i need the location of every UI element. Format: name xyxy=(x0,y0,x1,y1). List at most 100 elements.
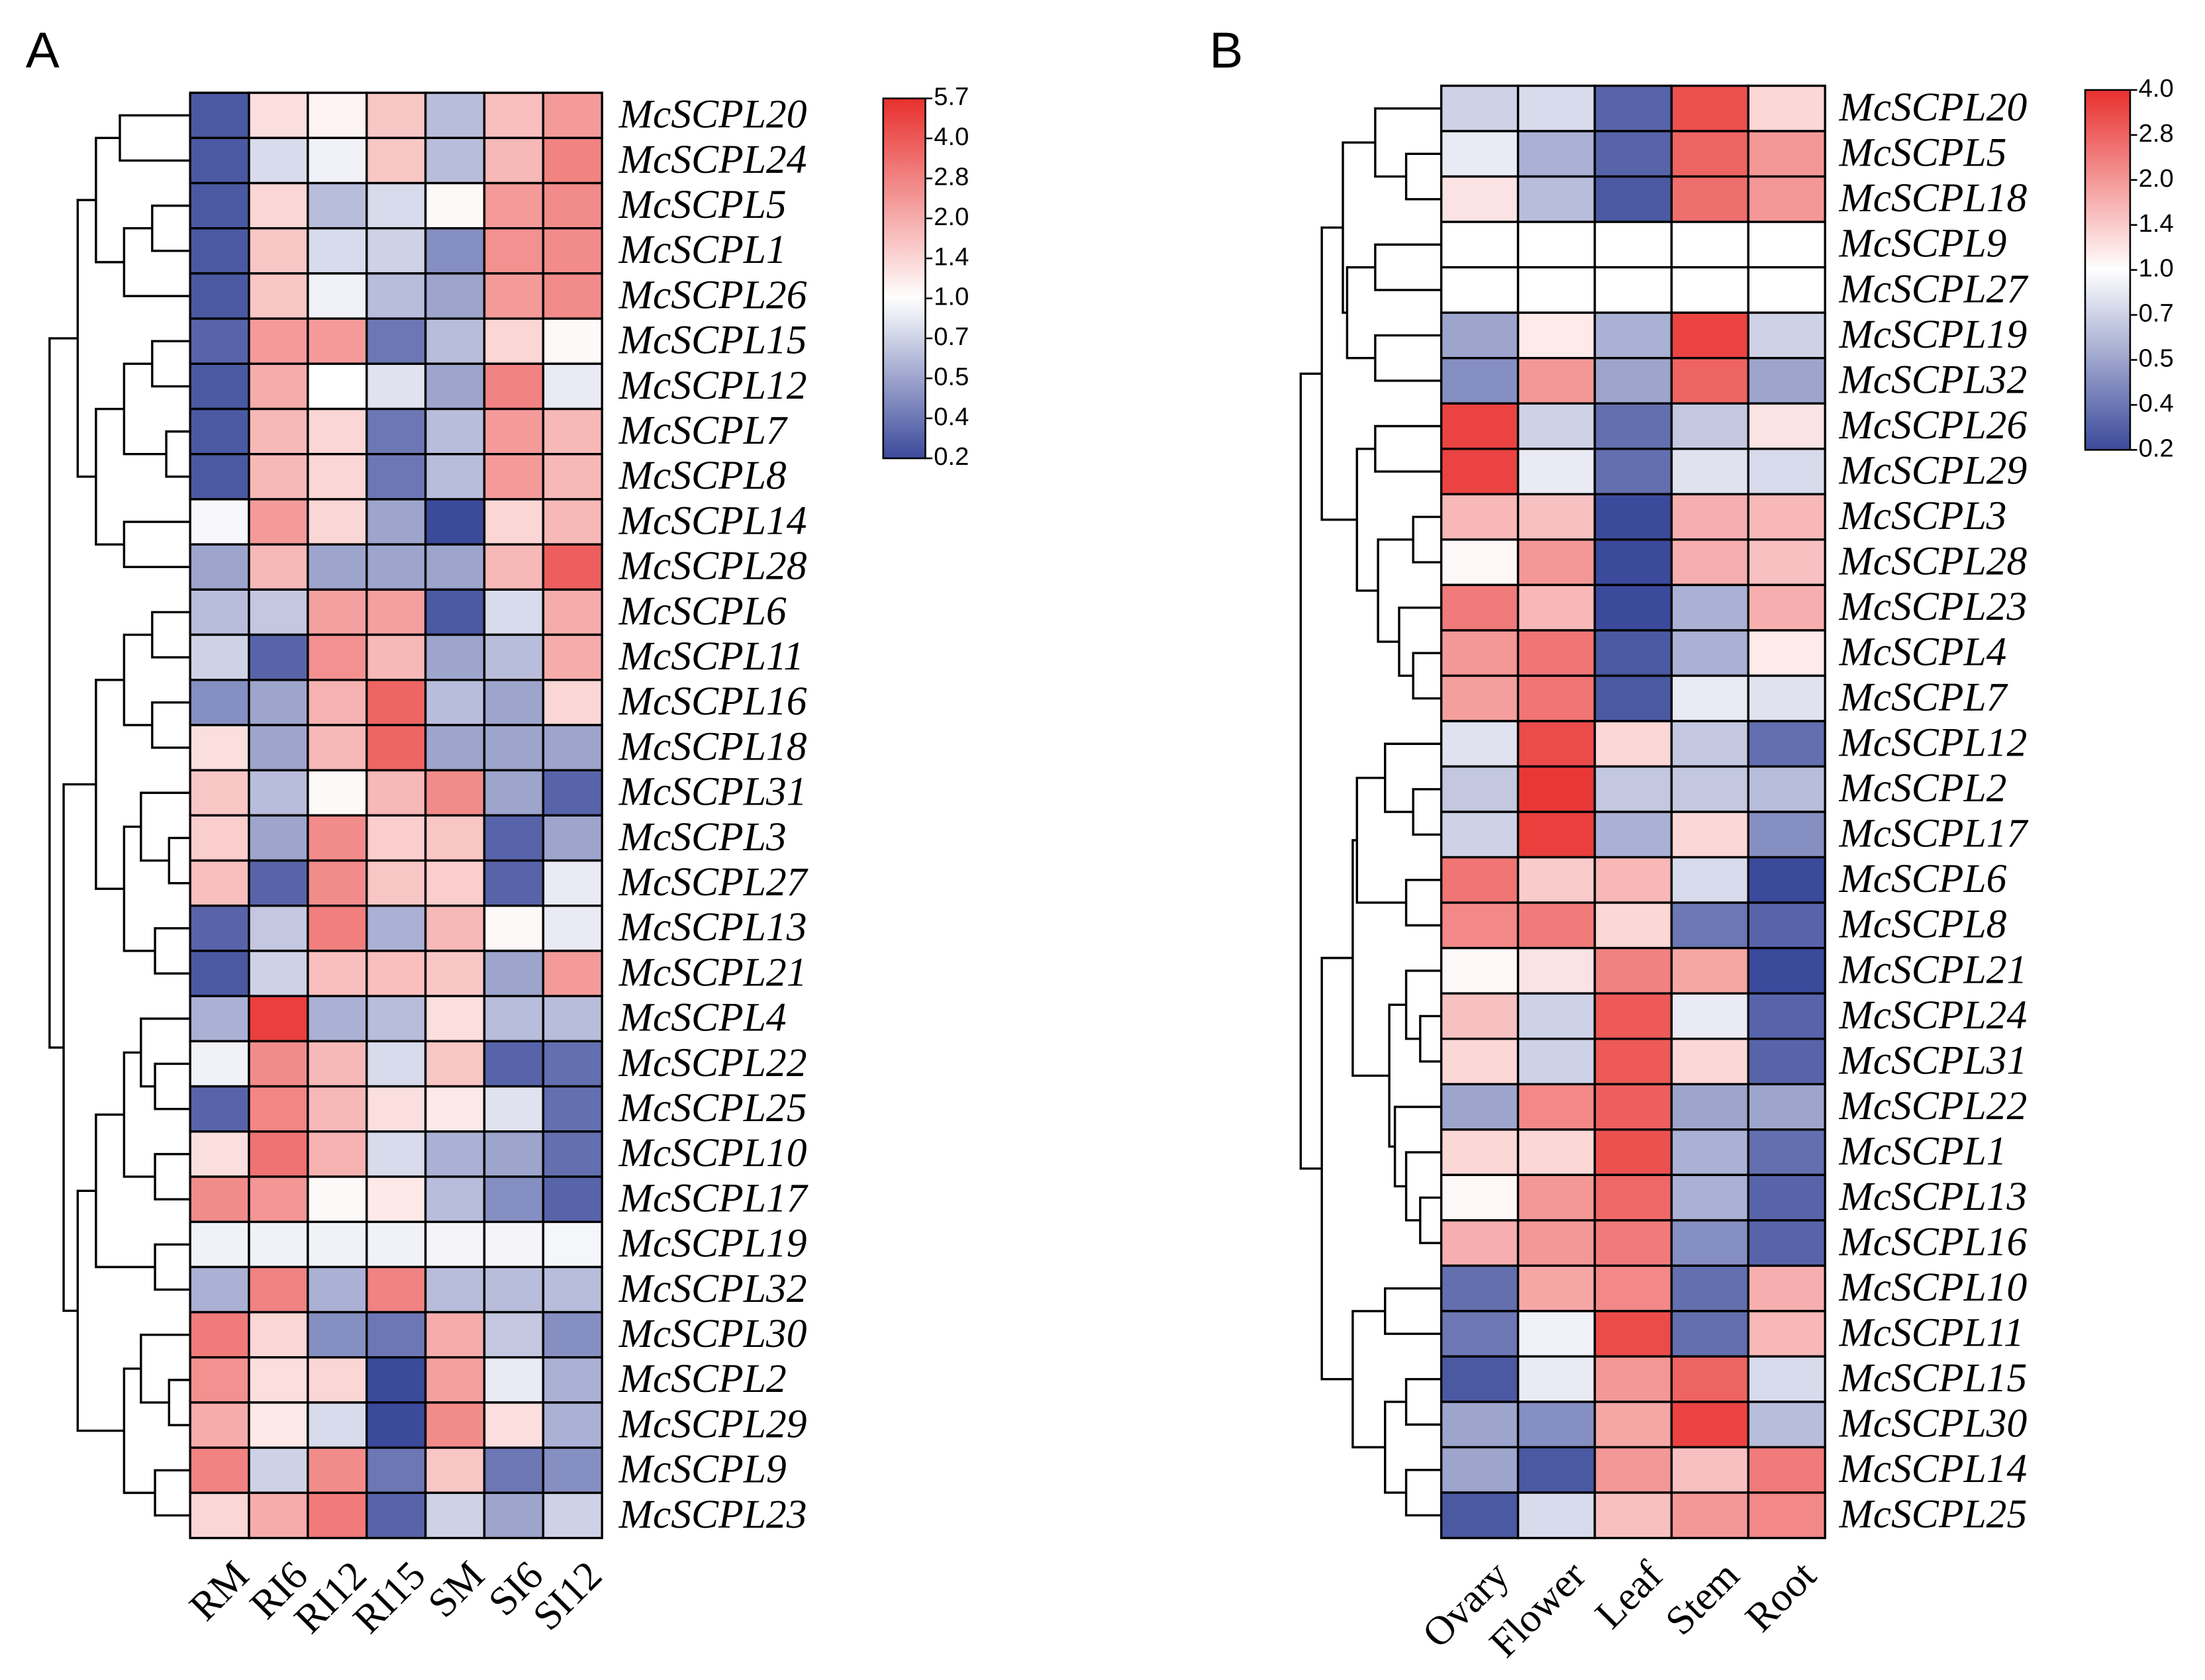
heatmap-cell xyxy=(483,1265,545,1314)
heatmap-cell xyxy=(248,679,309,726)
heatmap-cell xyxy=(483,1085,545,1133)
heatmap-cell xyxy=(366,859,427,907)
dendrogram-branch xyxy=(151,611,191,659)
heatmap-cell xyxy=(1440,901,1520,950)
heatmap-cell xyxy=(1593,1173,1673,1222)
heatmap-cell xyxy=(1440,1401,1520,1449)
heatmap-cell xyxy=(248,1040,309,1088)
row-label: McSCPL22 xyxy=(618,1040,807,1085)
heatmap-cell xyxy=(248,633,309,681)
dendrogram-branch xyxy=(1412,652,1442,700)
row-label: McSCPL24 xyxy=(618,137,807,182)
heatmap-cell xyxy=(1670,992,1750,1040)
row-label: McSCPL19 xyxy=(618,1221,807,1266)
heatmap-cell xyxy=(366,588,427,636)
heatmap-cell xyxy=(248,724,309,771)
dendrogram xyxy=(48,114,191,1517)
heatmap-cell xyxy=(483,407,545,456)
heatmap-cell xyxy=(1747,175,1826,223)
heatmap-cell xyxy=(483,91,545,140)
dendrogram-branch xyxy=(1404,1469,1442,1517)
heatmap-cell xyxy=(424,814,486,862)
heatmap-cell xyxy=(1747,1491,1826,1540)
heatmap-cell xyxy=(542,1356,603,1404)
heatmap-cell xyxy=(424,1356,486,1404)
heatmap-cell xyxy=(366,950,427,997)
row-label: McSCPL20 xyxy=(618,92,807,137)
heatmap-cell xyxy=(366,1130,427,1178)
heatmap-cell xyxy=(1440,765,1520,813)
heatmap-cell xyxy=(542,1310,603,1359)
colorbar-tick-label: 1.4 xyxy=(934,242,969,271)
heatmap-cell xyxy=(1440,1128,1520,1177)
heatmap-cell xyxy=(307,136,368,185)
heatmap-cell xyxy=(248,859,309,907)
heatmap-cell xyxy=(424,1491,486,1540)
heatmap-cell xyxy=(483,498,545,546)
heatmap-cell xyxy=(366,1356,427,1404)
heatmap-cell xyxy=(248,1265,309,1314)
heatmap-cell xyxy=(1516,538,1596,587)
dendrogram-branch xyxy=(1351,839,1390,1077)
row-label: McSCPL12 xyxy=(618,363,807,408)
colorbar-tick-label: 2.0 xyxy=(2139,164,2174,193)
heatmap-cell xyxy=(1440,493,1520,541)
heatmap-cell xyxy=(1747,402,1826,450)
heatmap-cell xyxy=(1593,1355,1673,1403)
row-label: McSCPL30 xyxy=(618,1311,807,1356)
row-label: McSCPL8 xyxy=(618,453,787,498)
heatmap-cell xyxy=(1670,1083,1750,1131)
row-label: McSCPL10 xyxy=(1838,1265,2027,1310)
heatmap-cell xyxy=(1747,1173,1826,1222)
row-label: McSCPL3 xyxy=(1838,493,2006,538)
heatmap-cell xyxy=(1670,1128,1750,1177)
heatmap-cell xyxy=(1670,720,1750,768)
dendrogram-branch xyxy=(154,1153,191,1201)
heatmap-cell xyxy=(248,272,309,320)
heatmap-cell xyxy=(189,498,250,546)
row-label: McSCPL21 xyxy=(618,950,807,995)
heatmap-cell xyxy=(366,136,427,185)
row-label: McSCPL1 xyxy=(618,227,787,272)
heatmap-cell xyxy=(483,1401,545,1449)
heatmap-cell xyxy=(307,1446,368,1495)
heatmap-cell xyxy=(1747,1219,1826,1267)
dendrogram-branch xyxy=(95,679,124,890)
heatmap-cell xyxy=(307,1401,368,1449)
heatmap-cell xyxy=(483,272,545,320)
dendrogram-branch xyxy=(1355,448,1379,592)
heatmap-cell xyxy=(1670,1173,1750,1222)
heatmap-cell xyxy=(1593,629,1673,677)
heatmap-cell xyxy=(366,1491,427,1540)
row-label: McSCPL7 xyxy=(618,408,788,453)
heatmap-cell xyxy=(366,227,427,275)
heatmap-cell xyxy=(424,453,486,501)
heatmap-cell xyxy=(1516,1173,1596,1222)
dendrogram-branch xyxy=(62,783,96,1312)
dendrogram-branch xyxy=(1419,1014,1442,1063)
heatmap-cell xyxy=(307,769,368,817)
heatmap-cell xyxy=(1670,765,1750,813)
heatmap-cell xyxy=(366,1310,427,1359)
heatmap-cell xyxy=(542,227,603,275)
heatmap-cell xyxy=(1593,266,1673,314)
heatmap-cell xyxy=(366,1446,427,1495)
heatmap-cell xyxy=(307,1310,368,1359)
row-label: McSCPL12 xyxy=(1838,720,2027,766)
heatmap-cell xyxy=(1670,538,1750,587)
heatmap-cell xyxy=(1593,1401,1673,1449)
heatmap-cell xyxy=(366,1040,427,1088)
heatmap-cell xyxy=(1516,1083,1596,1131)
heatmap-cell xyxy=(307,1491,368,1540)
heatmap-cell xyxy=(483,679,545,726)
row-label: McSCPL19 xyxy=(1838,312,2027,357)
heatmap-cell xyxy=(1593,357,1673,405)
heatmap-cell xyxy=(424,588,486,636)
heatmap-cell xyxy=(248,1401,309,1449)
heatmap-cell xyxy=(1670,402,1750,450)
heatmap-cell xyxy=(542,1446,603,1495)
heatmap-cell xyxy=(1516,1264,1596,1312)
heatmap-cell xyxy=(542,543,603,591)
heatmap-cell xyxy=(542,1401,603,1449)
heatmap-cell xyxy=(1670,674,1750,722)
